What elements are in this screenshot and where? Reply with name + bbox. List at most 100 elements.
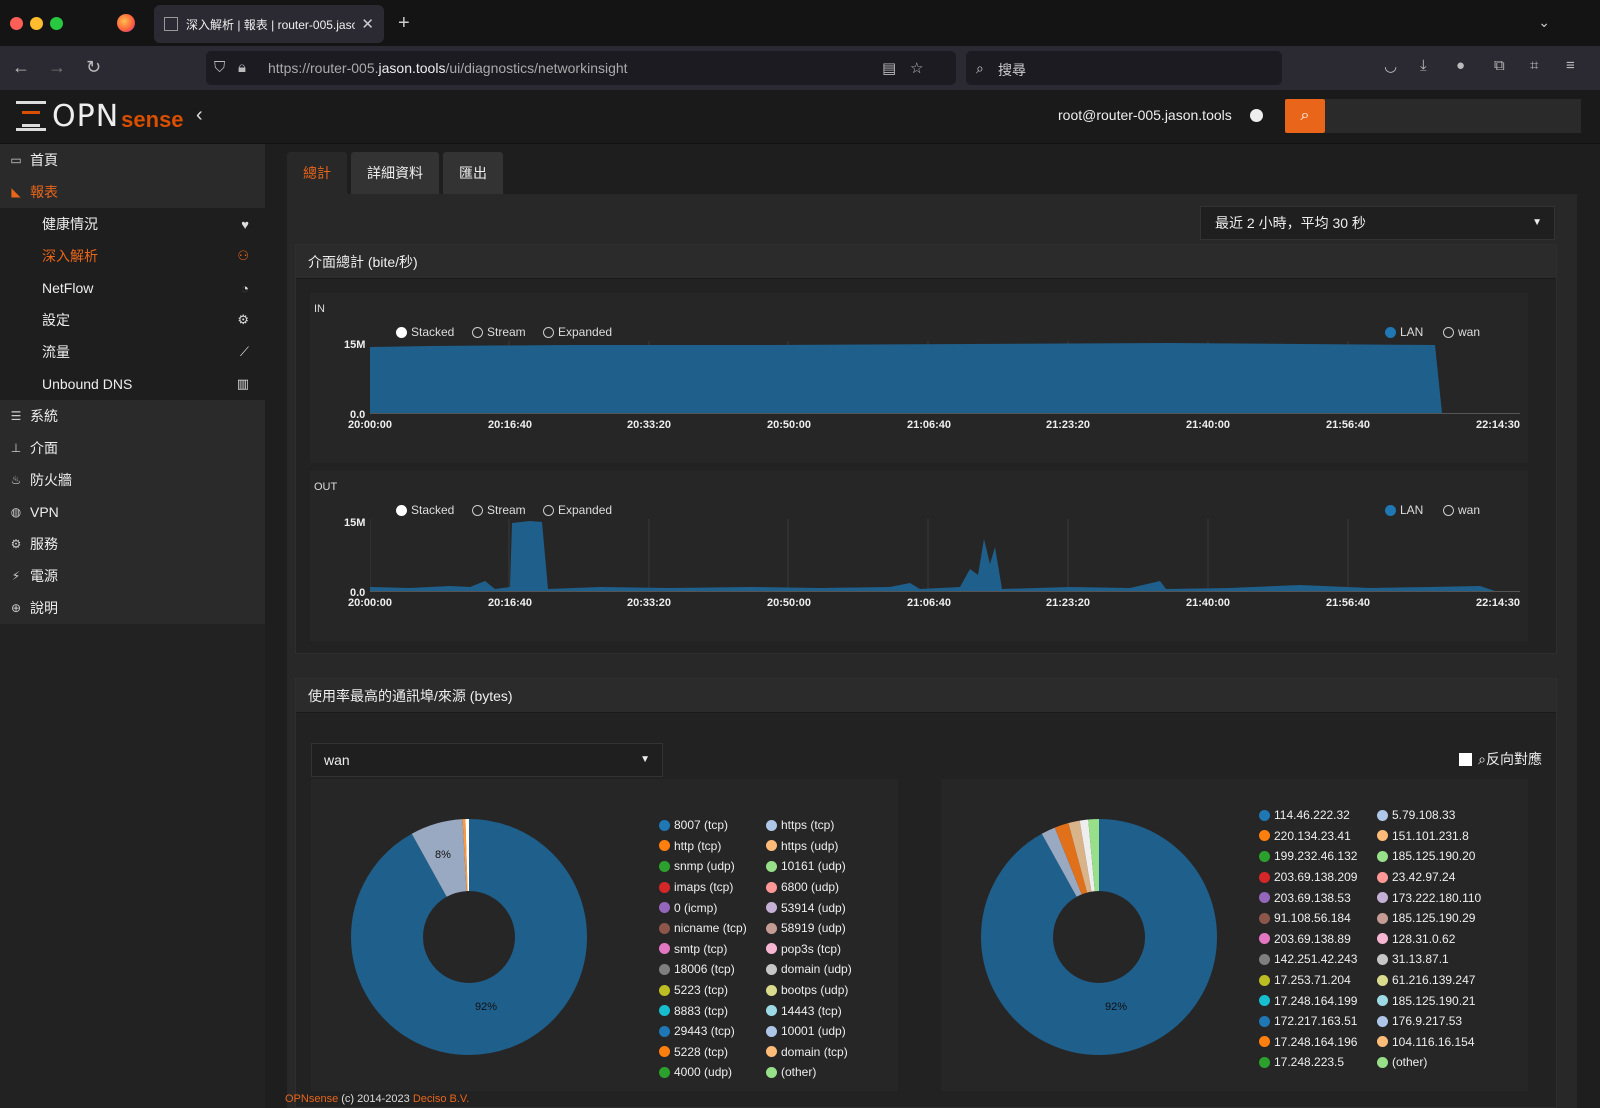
sidebar-item-firewall[interactable]: ♨ 防火牆	[0, 464, 265, 496]
legend-entry[interactable]: 61.216.139.247	[1377, 970, 1481, 991]
legend-entry[interactable]: snmp (udp)	[659, 856, 747, 877]
sidebar-item-netflow[interactable]: NetFlow ◔	[0, 272, 265, 304]
legend-entry[interactable]: 0 (icmp)	[659, 897, 747, 918]
close-window-button[interactable]	[10, 17, 23, 30]
time-range-select[interactable]: 最近 2 小時，平均 30 秒 ▼	[1200, 206, 1555, 240]
legend-entry[interactable]: 6800 (udp)	[766, 877, 852, 898]
legend-entry[interactable]: 203.69.138.89	[1259, 929, 1357, 950]
legend-entry[interactable]: 203.69.138.53	[1259, 887, 1357, 908]
bookmark-star-icon[interactable]: ☆	[910, 60, 924, 77]
legend-entry[interactable]: 91.108.56.184	[1259, 908, 1357, 929]
mode-stream-radio[interactable]: Stream	[472, 503, 526, 517]
legend-entry[interactable]: 53914 (udp)	[766, 897, 852, 918]
legend-entry[interactable]: 185.125.190.20	[1377, 846, 1481, 867]
sidebar-item-help[interactable]: ⊕ 說明	[0, 592, 265, 624]
reverse-lookup-toggle[interactable]: ⌕ 反向對應	[1459, 749, 1542, 769]
sidebar-item-settings[interactable]: 設定 ⚙	[0, 304, 265, 336]
legend-entry[interactable]: 8007 (tcp)	[659, 815, 747, 836]
legend-lan[interactable]: LAN	[1385, 325, 1423, 339]
legend-entry[interactable]: smtp (tcp)	[659, 939, 747, 960]
legend-entry[interactable]: 176.9.217.53	[1377, 1011, 1481, 1032]
browser-tab[interactable]: 深入解析 | 報表 | router-005.jaso ✕	[154, 5, 384, 43]
opnsense-logo[interactable]: OPN sense	[16, 98, 184, 134]
zoom-window-button[interactable]	[50, 17, 63, 30]
mode-stacked-radio[interactable]: Stacked	[396, 325, 454, 339]
header-search-input[interactable]	[1325, 99, 1581, 133]
footer-brand-link[interactable]: OPNsense	[285, 1093, 339, 1105]
tab-details[interactable]: 詳細資料	[351, 152, 439, 194]
sidebar-item-services[interactable]: ⚙ 服務	[0, 528, 265, 560]
legend-entry[interactable]: nicname (tcp)	[659, 918, 747, 939]
legend-entry[interactable]: 18006 (tcp)	[659, 959, 747, 980]
sidebar-item-interfaces[interactable]: ⊥ 介面	[0, 432, 265, 464]
browser-search-box[interactable]: ⌕ 搜尋	[966, 51, 1282, 85]
legend-entry[interactable]: (other)	[1377, 1052, 1481, 1073]
legend-entry[interactable]: 23.42.97.24	[1377, 867, 1481, 888]
legend-entry[interactable]: 17.248.223.5	[1259, 1052, 1357, 1073]
legend-entry[interactable]: 220.134.23.41	[1259, 826, 1357, 847]
legend-entry[interactable]: https (tcp)	[766, 815, 852, 836]
legend-entry[interactable]: 17.253.71.204	[1259, 970, 1357, 991]
collapse-sidebar-icon[interactable]: ‹	[196, 104, 203, 126]
legend-entry[interactable]: 17.248.164.199	[1259, 990, 1357, 1011]
tab-list-chevron-icon[interactable]: ⌄	[1538, 14, 1550, 30]
download-icon[interactable]: ⤓	[1420, 57, 1427, 74]
legend-entry[interactable]: bootps (udp)	[766, 980, 852, 1001]
legend-entry[interactable]: domain (tcp)	[766, 1042, 852, 1063]
extensions-icon[interactable]: ⧉	[1494, 57, 1505, 74]
legend-entry[interactable]: imaps (tcp)	[659, 877, 747, 898]
back-icon[interactable]: ←	[12, 57, 30, 77]
crop-icon[interactable]: ⌗	[1530, 57, 1539, 74]
legend-entry[interactable]: 8883 (tcp)	[659, 1000, 747, 1021]
lock-icon[interactable]: 🔒︎	[238, 59, 246, 76]
legend-entry[interactable]: 104.116.16.154	[1377, 1032, 1481, 1053]
shield-icon[interactable]: ⛉	[214, 59, 226, 76]
legend-entry[interactable]: https (udp)	[766, 836, 852, 857]
legend-entry[interactable]: 203.69.138.209	[1259, 867, 1357, 888]
legend-entry[interactable]: 17.248.164.196	[1259, 1032, 1357, 1053]
ports-donut-chart[interactable]	[351, 819, 587, 1055]
footer-company-link[interactable]: Deciso B.V.	[412, 1093, 470, 1105]
legend-entry[interactable]: 10161 (udp)	[766, 856, 852, 877]
legend-entry[interactable]: 4000 (udp)	[659, 1062, 747, 1083]
legend-entry[interactable]: 29443 (tcp)	[659, 1021, 747, 1042]
mode-expanded-radio[interactable]: Expanded	[543, 503, 612, 517]
sidebar-item-power[interactable]: ⚡ 電源	[0, 560, 265, 592]
legend-entry[interactable]: 199.232.46.132	[1259, 846, 1357, 867]
legend-entry[interactable]: 58919 (udp)	[766, 918, 852, 939]
sidebar-item-home[interactable]: ▭ 首頁	[0, 144, 265, 176]
legend-entry[interactable]: 31.13.87.1	[1377, 949, 1481, 970]
reverse-lookup-checkbox[interactable]	[1459, 752, 1473, 766]
legend-entry[interactable]: (other)	[766, 1062, 852, 1083]
legend-entry[interactable]: 10001 (udp)	[766, 1021, 852, 1042]
legend-entry[interactable]: 185.125.190.21	[1377, 990, 1481, 1011]
reload-icon[interactable]: ↻	[86, 57, 102, 77]
legend-wan[interactable]: wan	[1443, 503, 1480, 517]
sidebar-item-vpn[interactable]: ◍ VPN	[0, 496, 265, 528]
mode-stream-radio[interactable]: Stream	[472, 325, 526, 339]
sidebar-item-health[interactable]: 健康情況 ♥	[0, 208, 265, 240]
new-tab-icon[interactable]: +	[398, 12, 410, 34]
legend-entry[interactable]: 5.79.108.33	[1377, 805, 1481, 826]
legend-entry[interactable]: domain (udp)	[766, 959, 852, 980]
legend-entry[interactable]: 5223 (tcp)	[659, 980, 747, 1001]
url-bar[interactable]: ⛉ 🔒︎ https://router-005.jason.tools/ui/d…	[206, 51, 956, 85]
interface-select[interactable]: wan ▼	[311, 743, 663, 777]
search-button[interactable]: ⌕	[1285, 99, 1325, 133]
reader-view-icon[interactable]: ▤	[882, 60, 897, 77]
legend-entry[interactable]: 172.217.163.51	[1259, 1011, 1357, 1032]
sidebar-item-insight[interactable]: 深入解析 ⚇	[0, 240, 265, 272]
tab-export[interactable]: 匯出	[443, 152, 503, 194]
sidebar-item-reporting[interactable]: ◣ 報表	[0, 176, 265, 208]
sidebar-item-traffic[interactable]: 流量 ⟋	[0, 336, 265, 368]
legend-entry[interactable]: 14443 (tcp)	[766, 1000, 852, 1021]
minimize-window-button[interactable]	[30, 17, 43, 30]
legend-entry[interactable]: 185.125.190.29	[1377, 908, 1481, 929]
legend-entry[interactable]: http (tcp)	[659, 836, 747, 857]
legend-wan[interactable]: wan	[1443, 325, 1480, 339]
mode-stacked-radio[interactable]: Stacked	[396, 503, 454, 517]
account-icon[interactable]: ●	[1456, 57, 1466, 74]
legend-entry[interactable]: 151.101.231.8	[1377, 826, 1481, 847]
mode-expanded-radio[interactable]: Expanded	[543, 325, 612, 339]
legend-lan[interactable]: LAN	[1385, 503, 1423, 517]
